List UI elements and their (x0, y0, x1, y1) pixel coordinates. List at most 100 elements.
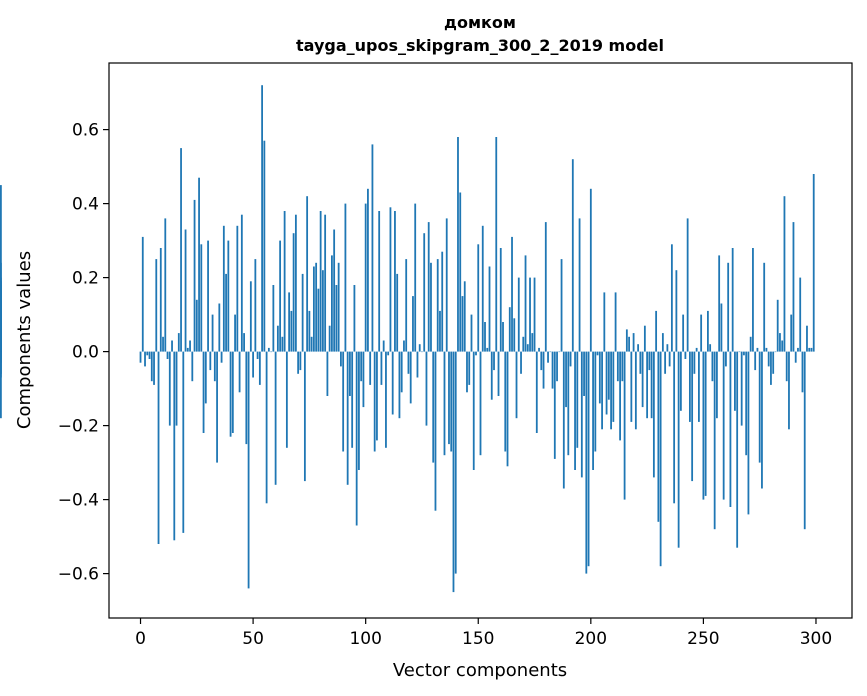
bar-160 (499, 248, 502, 352)
bar-49 (249, 281, 252, 352)
bar-14 (171, 340, 173, 352)
bar-184 (553, 351, 556, 459)
y-axis-label: Components values (14, 251, 35, 429)
bar-161 (502, 322, 504, 352)
bar-272 (752, 248, 754, 352)
bar-77 (312, 266, 315, 352)
bar-286 (783, 196, 786, 352)
bar-92 (346, 351, 349, 485)
x-tick-label: 50 (242, 629, 264, 649)
bar-207 (605, 351, 608, 415)
bar-171 (524, 255, 527, 352)
x-axis-ticks: 0 50 100 150 200 250 300 (135, 618, 832, 649)
bar-150 (477, 244, 480, 352)
bar-71 (299, 351, 302, 371)
bar-126 (423, 233, 426, 352)
bar-162 (504, 351, 507, 452)
bar-197 (583, 351, 585, 396)
bar-206 (603, 292, 606, 352)
bar-158 (495, 137, 498, 352)
bar-115 (398, 351, 401, 419)
bar-63 (281, 336, 284, 352)
bar-80 (319, 211, 322, 352)
bar-18 (180, 148, 182, 352)
bar-292 (797, 347, 799, 352)
bar-254 (711, 351, 714, 382)
bar-94 (351, 351, 354, 448)
bar-247 (695, 347, 698, 352)
bar-132 (436, 259, 439, 352)
bar-138 (450, 351, 453, 452)
bar-21 (186, 347, 189, 352)
bar-244 (688, 351, 691, 422)
bar-90 (342, 351, 345, 452)
bar-243 (686, 218, 689, 352)
bar-147 (470, 314, 473, 352)
bar-215 (623, 351, 626, 500)
bar-120 (409, 351, 412, 404)
bar-195 (578, 218, 581, 352)
bar-218 (630, 351, 633, 422)
bar-174 (531, 333, 534, 352)
bar-149 (475, 351, 477, 356)
bar-230 (657, 351, 660, 522)
bar-96 (355, 351, 358, 526)
bar-17 (177, 333, 180, 352)
bar-74 (306, 196, 309, 352)
bar-58 (270, 351, 273, 353)
bar-112 (391, 351, 394, 415)
bar-25 (195, 299, 198, 352)
bar-222 (639, 351, 642, 374)
bar-69 (294, 214, 297, 352)
bar-232 (661, 333, 664, 352)
bar-146 (468, 351, 471, 385)
bar-53 (258, 351, 261, 385)
bar-84 (328, 325, 331, 352)
bar-264 (734, 351, 736, 411)
bar-196 (580, 351, 583, 478)
bar-46 (243, 333, 245, 352)
bar-271 (749, 336, 752, 352)
bar-125 (421, 351, 423, 353)
bar-12 (166, 351, 169, 359)
bar-8 (157, 351, 160, 544)
bar-129 (430, 262, 432, 352)
bar-291 (794, 351, 797, 363)
bar-191 (569, 351, 572, 367)
bar-145 (466, 351, 468, 393)
bar-255 (713, 351, 716, 530)
bar-258 (720, 303, 723, 352)
y-tick-label: −0.4 (58, 491, 99, 511)
bars-group (0, 85, 815, 593)
bar-214 (621, 351, 624, 382)
bar-200 (589, 188, 592, 352)
bar-236 (670, 244, 673, 352)
bar-186 (558, 351, 561, 353)
bar-88 (337, 262, 340, 352)
bar-275 (758, 351, 761, 463)
bar-209 (610, 351, 612, 430)
bar-20 (184, 229, 187, 352)
bar-193 (574, 351, 576, 470)
bar-135 (443, 351, 446, 456)
bar-98 (360, 351, 363, 382)
bar-246 (693, 351, 696, 374)
bar-289 (790, 314, 793, 352)
bar-223 (641, 351, 644, 408)
bar-253 (709, 344, 712, 352)
bar-259 (722, 351, 725, 500)
bar-148 (472, 351, 475, 470)
bar-43 (236, 225, 239, 352)
bar-38 (225, 273, 227, 352)
bar-296 (806, 325, 808, 352)
bar-4 (148, 351, 151, 359)
bar-72 (301, 273, 304, 352)
bar-86 (333, 229, 336, 352)
bar-97 (358, 351, 360, 470)
bar-257 (718, 255, 721, 352)
y-tick-label: 0.6 (72, 121, 99, 141)
bar-57 (267, 347, 270, 352)
bar-31 (209, 351, 212, 371)
bar-91 (344, 203, 347, 352)
bar-124 (418, 344, 421, 352)
